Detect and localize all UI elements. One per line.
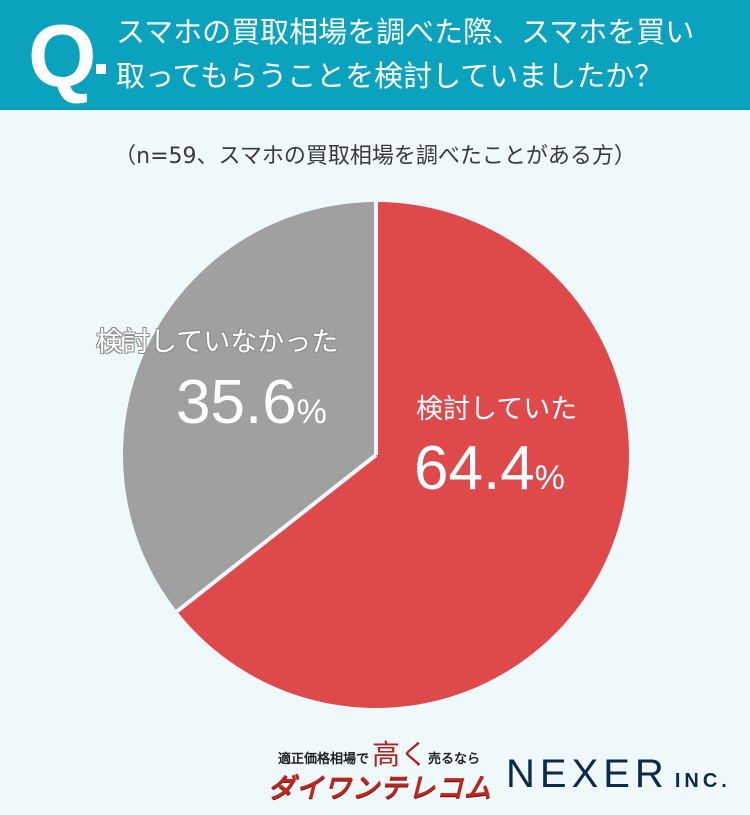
- logo-tagline-left: 適正価格相場で: [278, 752, 370, 767]
- nexer-suffix: INC.: [674, 770, 731, 792]
- question-header: Q スマホの買取相場を調べた際、スマホを買い 取ってもらうことを検討していました…: [0, 0, 750, 110]
- value-not-considered: 35.6%: [176, 370, 327, 445]
- sample-note: （n=59、スマホの買取相場を調べたことがある方）: [114, 144, 636, 169]
- value-number: 64.4: [414, 434, 535, 503]
- logo-tagline-emphasis: 高く: [372, 738, 429, 771]
- label-not-considered: 検討していなかった: [96, 327, 339, 358]
- question-text-line1: スマホの買取相場を調べた際、スマホを買い: [116, 15, 695, 49]
- q-mark: Q: [28, 6, 96, 105]
- pie-slice-considered: [177, 202, 629, 709]
- logo-brand-name: ダイワンテレコム: [268, 773, 492, 804]
- percent-sign: %: [534, 459, 565, 497]
- value-number: 35.6: [176, 368, 297, 437]
- pie-slices: [123, 202, 629, 709]
- percent-sign: %: [296, 393, 327, 431]
- nexer-name: NEXER: [506, 752, 669, 796]
- daiwan-telecom-logo: 適正価格相場で 高く 売るなら ダイワンテレコム: [268, 733, 491, 804]
- slice-divider: [175, 453, 378, 613]
- label-considered: 検討していた: [416, 394, 578, 425]
- logo-tagline-right: 売るなら: [428, 752, 481, 767]
- pie-slice-not-considered: [123, 202, 376, 612]
- q-dot: [96, 64, 106, 74]
- nexer-logo: NEXER INC.: [506, 752, 731, 797]
- question-text-line2: 取ってもらうことを検討していましたか？: [116, 59, 664, 93]
- value-considered: 64.4%: [414, 436, 565, 511]
